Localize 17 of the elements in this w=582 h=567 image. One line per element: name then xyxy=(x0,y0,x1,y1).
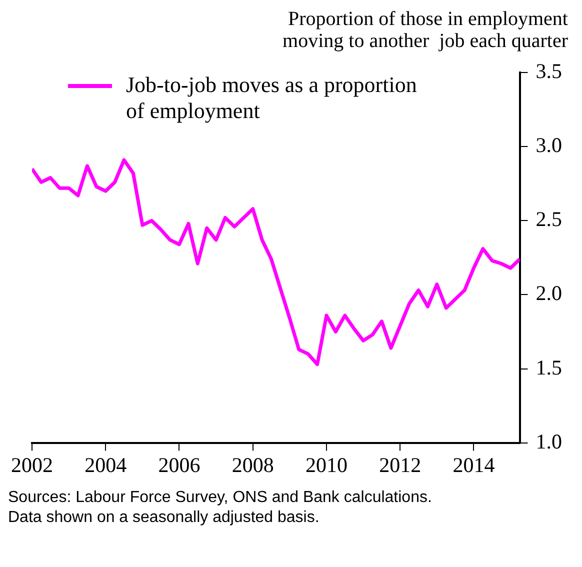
text: Data shown on a seasonally adjusted basis. xyxy=(8,508,320,528)
x-tick-label: 2002 xyxy=(11,452,53,477)
legend-label: Job-to-job moves as a proportion of employment xyxy=(126,72,418,124)
y-tick-label: 2.5 xyxy=(536,207,562,232)
y-tick-label: 1.0 xyxy=(536,429,562,454)
x-tick-label: 2010 xyxy=(305,452,348,477)
y-tick-label: 1.5 xyxy=(536,355,562,380)
source-note: Sources: Labour Force Survey, ONS and Bank calculations. xyxy=(8,488,433,508)
y-tick-label: 3.0 xyxy=(536,133,562,158)
x-tick-label: 2014 xyxy=(452,452,496,477)
y-tick-label: 2.0 xyxy=(536,281,562,306)
chart-title: Proportion of those in employment moving to another job each quarter xyxy=(282,8,569,52)
x-tick-label: 2004 xyxy=(84,452,128,477)
x-tick-label: 2006 xyxy=(158,452,200,477)
y-tick-label: 3.5 xyxy=(536,59,562,84)
x-tick-label: 2008 xyxy=(232,452,274,477)
x-tick-label: 2012 xyxy=(379,452,422,477)
